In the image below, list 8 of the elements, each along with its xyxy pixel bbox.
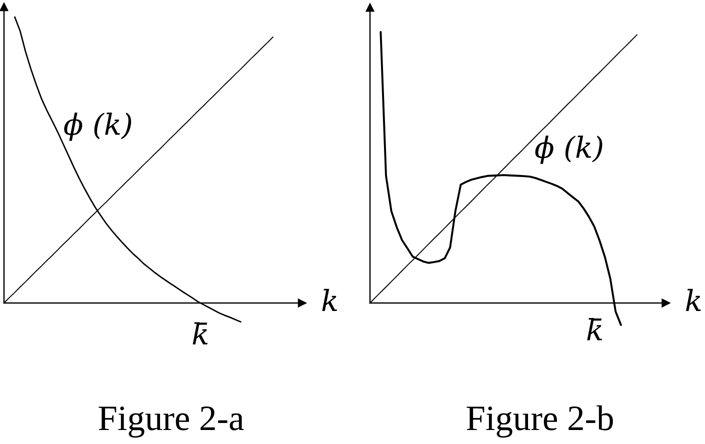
annotation: k̄ [587, 318, 602, 340]
series-label: ϕ (k) [535, 136, 602, 164]
text: k̄ [192, 322, 208, 344]
x-axis-title: k [686, 288, 701, 312]
text: Figure 2-a [98, 406, 244, 438]
series-label: ϕ (k) [64, 112, 132, 141]
x-axis-title: k [322, 288, 338, 312]
text: Figure 2-b [466, 405, 613, 438]
